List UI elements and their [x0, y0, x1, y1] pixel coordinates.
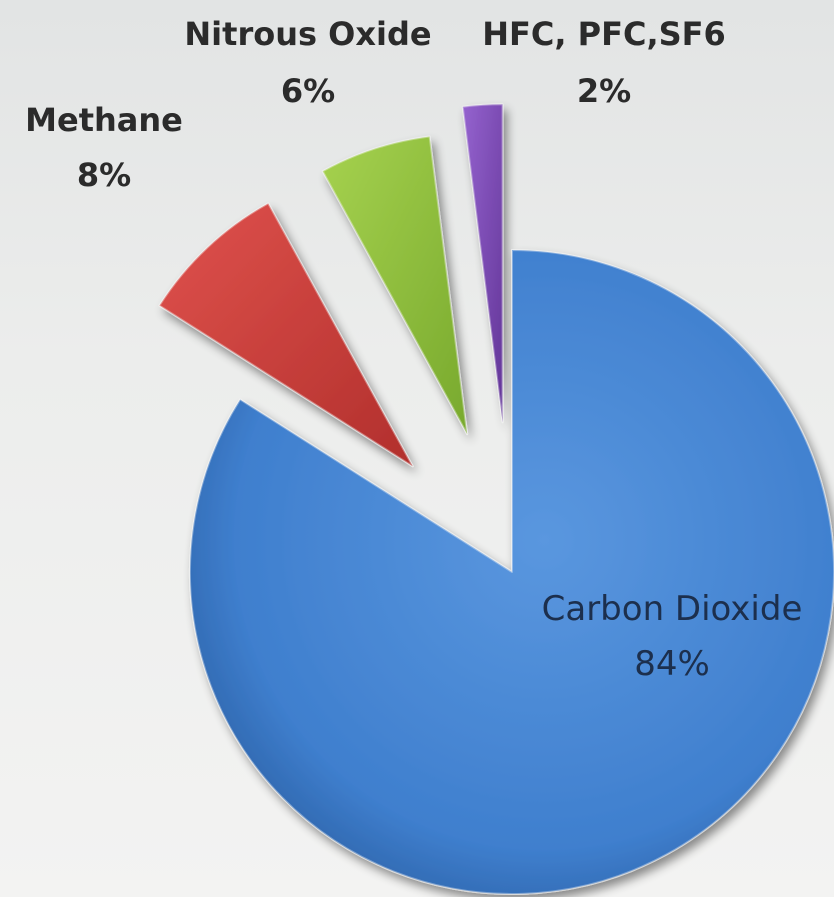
slice-name-methane: Methane [25, 101, 183, 139]
pie-slice-hfc-pfc-sf6 [461, 103, 504, 424]
pie-slice-carbon-dioxide [189, 249, 834, 895]
label-carbon-dioxide: Carbon Dioxide 84% [542, 589, 803, 684]
slice-name-carbon-dioxide: Carbon Dioxide [542, 589, 803, 629]
slice-value-carbon-dioxide: 84% [634, 644, 710, 684]
pie-slices [158, 103, 834, 895]
slice-value-nitrous-oxide: 6% [281, 72, 335, 110]
pie-slice-nitrous-oxide [321, 135, 469, 436]
pie-slice-methane [158, 202, 414, 468]
slice-name-nitrous-oxide: Nitrous Oxide [184, 15, 431, 53]
slice-value-methane: 8% [77, 156, 131, 194]
label-methane: Methane 8% [25, 101, 183, 194]
slice-name-hfc-pfc-sf6: HFC, PFC,SF6 [482, 15, 726, 53]
label-nitrous-oxide: Nitrous Oxide 6% [184, 15, 431, 110]
slice-value-hfc-pfc-sf6: 2% [577, 72, 631, 110]
label-hfc-pfc-sf6: HFC, PFC,SF6 2% [482, 15, 726, 110]
